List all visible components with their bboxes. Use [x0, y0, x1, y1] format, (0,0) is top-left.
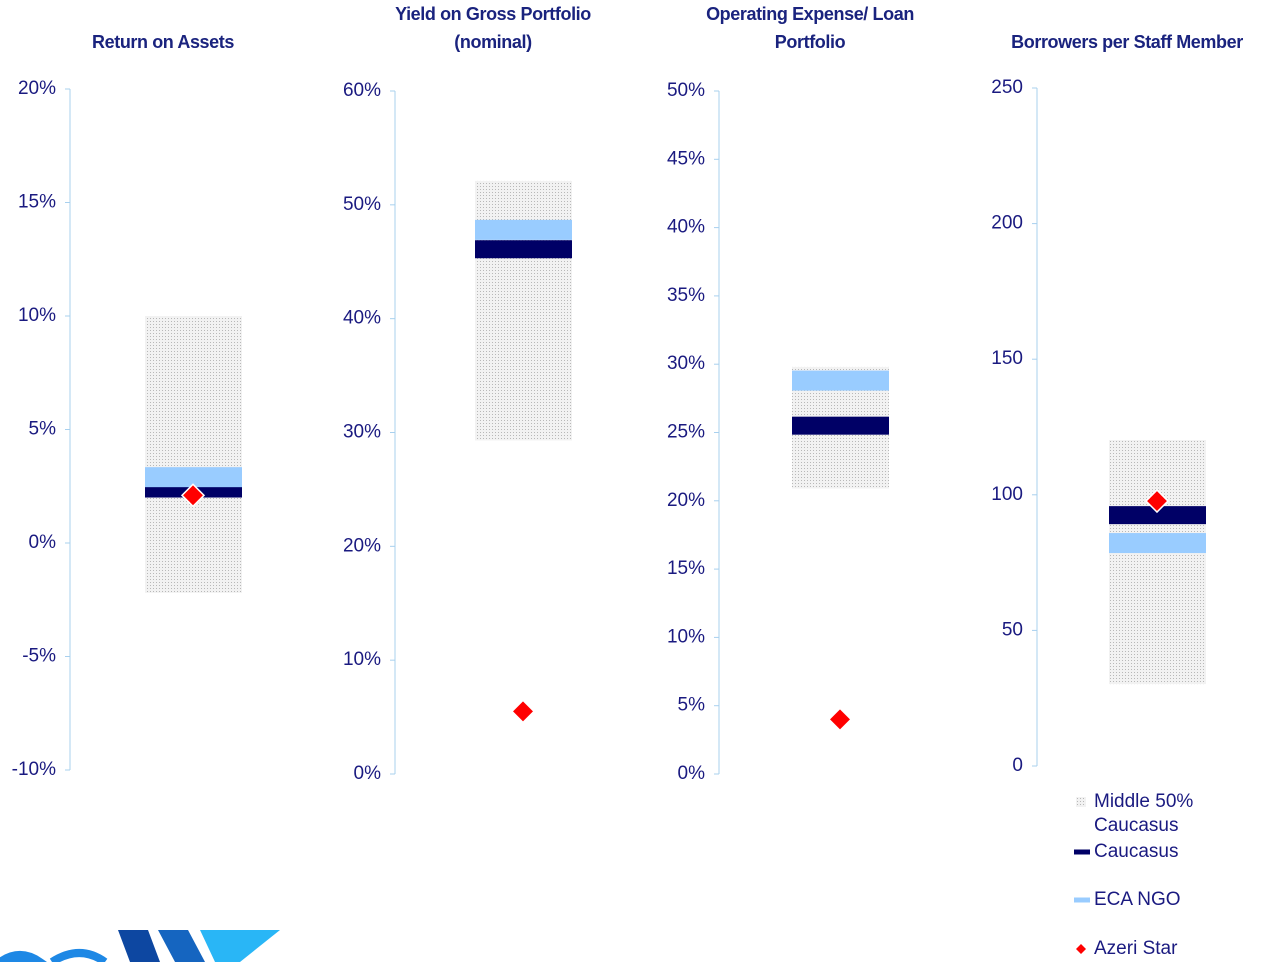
y-tick-label: 0 — [1012, 755, 1023, 776]
y-tick-label: 15% — [18, 192, 56, 213]
y-tick-label: 5% — [29, 419, 57, 440]
legend-label: Middle 50% Caucasus — [1094, 791, 1194, 836]
y-tick-label: -5% — [22, 646, 56, 667]
y-tick-label: 0% — [29, 532, 57, 553]
middle-50-box — [475, 180, 572, 441]
y-tick-label: 150 — [991, 348, 1023, 369]
legend-label: Caucasus — [1094, 841, 1179, 862]
chart-title: Borrowers per Staff Member — [1011, 32, 1243, 52]
chart-title: Operating Expense/ Loan Portfolio — [706, 4, 914, 52]
caucasus-band — [1109, 506, 1206, 525]
azeri-star-marker — [510, 699, 536, 724]
legend-swatch — [1076, 944, 1086, 954]
logo — [0, 930, 280, 962]
y-tick-label: 20% — [343, 535, 381, 556]
legend-label: ECA NGO — [1094, 889, 1181, 910]
y-tick-label: 50% — [667, 80, 705, 101]
azeri-star-marker — [180, 483, 206, 508]
eca-ngo-band — [792, 370, 889, 391]
eca-ngo-band — [475, 219, 572, 240]
y-tick-label: 10% — [18, 305, 56, 326]
chart-title: Yield on Gross Portfolio (nominal) — [395, 4, 591, 52]
y-tick-label: 200 — [991, 213, 1023, 234]
legend-swatch — [1074, 897, 1090, 903]
caucasus-band — [792, 416, 889, 435]
y-tick-label: 60% — [343, 80, 381, 101]
eca-ngo-band — [145, 467, 242, 488]
y-tick-label: 100 — [991, 484, 1023, 505]
middle-50-box — [145, 316, 242, 593]
y-tick-label: 30% — [667, 353, 705, 374]
azeri-star-marker — [827, 707, 853, 732]
caucasus-band — [475, 240, 572, 259]
chart-title: Return on Assets — [92, 32, 234, 52]
y-tick-label: 45% — [667, 148, 705, 169]
y-tick-label: 35% — [667, 285, 705, 306]
y-tick-label: 25% — [667, 422, 705, 443]
y-tick-label: 0% — [354, 763, 382, 784]
y-tick-label: 10% — [343, 649, 381, 670]
azeri-star-marker — [1144, 488, 1170, 514]
y-tick-label: 10% — [667, 626, 705, 647]
y-tick-label: 50% — [343, 194, 381, 215]
legend-label: Azeri Star — [1094, 938, 1178, 959]
eca-ngo-band — [1109, 533, 1206, 554]
y-tick-label: 20% — [18, 78, 56, 99]
y-tick-label: -10% — [12, 759, 56, 780]
legend-swatch — [1076, 797, 1086, 807]
y-tick-label: 30% — [343, 422, 381, 443]
y-tick-label: 0% — [678, 763, 706, 784]
y-tick-label: 15% — [667, 558, 705, 579]
middle-50-box — [1109, 440, 1206, 685]
y-tick-label: 5% — [678, 695, 706, 716]
y-tick-label: 40% — [343, 308, 381, 329]
y-tick-label: 250 — [991, 77, 1023, 98]
y-tick-label: 40% — [667, 217, 705, 238]
legend-swatch — [1074, 849, 1090, 855]
y-tick-label: 20% — [667, 490, 705, 511]
y-tick-label: 50 — [1002, 619, 1023, 640]
